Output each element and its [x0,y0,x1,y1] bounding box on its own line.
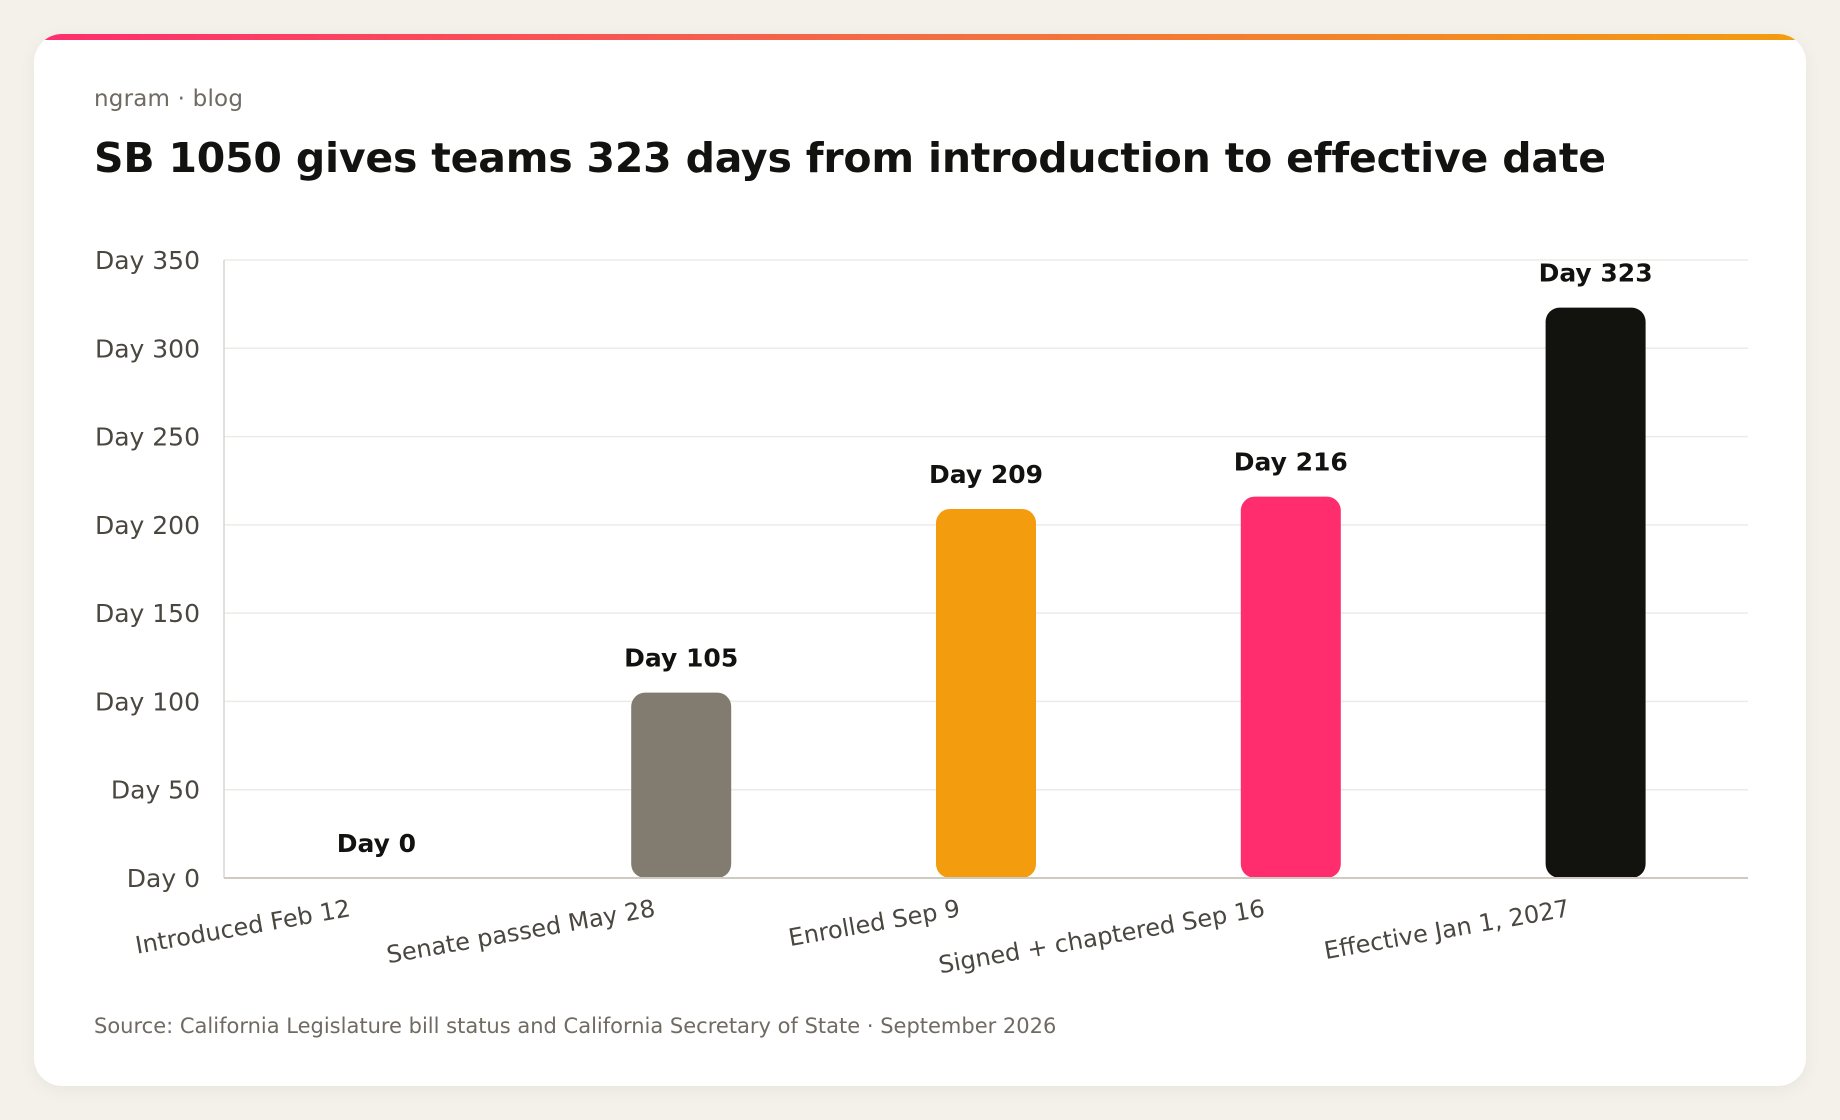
x-tick-label: Signed + chaptered Sep 16 [936,894,1266,979]
data-label-introduced-feb-12: Day 0 [337,829,416,858]
y-tick-label: Day 150 [95,599,200,628]
data-label-signed-chaptered-sep-16: Day 216 [1234,448,1348,477]
data-label-enrolled-sep-9: Day 209 [929,460,1043,489]
y-axis-ticks: Day 0 Day 50 Day 100 Day 150 Day 200 Day 250 D… [95,246,200,893]
y-tick-label: Day 50 [111,776,200,805]
card-accent-bar [34,34,1806,40]
x-tick-label: Enrolled Sep 9 [786,894,962,952]
bar-senate-passed-may-28 [631,692,732,878]
data-label-effective-jan-1-2027: Day 323 [1539,259,1653,288]
bars [631,307,1646,878]
chart-card: ngram · blog SB 1050 gives teams 323 day… [34,34,1806,1086]
chart-title: SB 1050 gives teams 323 days from introd… [94,134,1606,182]
y-tick-label: Day 350 [95,246,200,275]
bar-enrolled-sep-9 [936,508,1036,878]
y-tick-label: Day 0 [127,864,200,893]
x-axis-ticks: Introduced Feb 12 Senate passed May 28 Enr… [133,894,1571,979]
y-tick-label: Day 100 [95,687,200,716]
x-tick-label: Senate passed May 28 [384,894,657,969]
source-note: Source: California Legislature bill stat… [94,1014,1057,1038]
data-labels: Day 0 Day 105 Day 209 Day 216 Day 323 [337,259,1653,858]
y-tick-label: Day 250 [95,423,200,452]
x-tick-label: Introduced Feb 12 [133,894,352,959]
bar-effective-jan-1-2027 [1545,307,1646,878]
bar-signed-chaptered-sep-16 [1240,496,1341,878]
brand-label: ngram · blog [94,86,244,112]
data-label-senate-passed-may-28: Day 105 [624,644,738,673]
y-tick-label: Day 200 [95,511,200,540]
y-tick-label: Day 300 [95,334,200,363]
x-tick-label: Effective Jan 1, 2027 [1322,894,1572,965]
